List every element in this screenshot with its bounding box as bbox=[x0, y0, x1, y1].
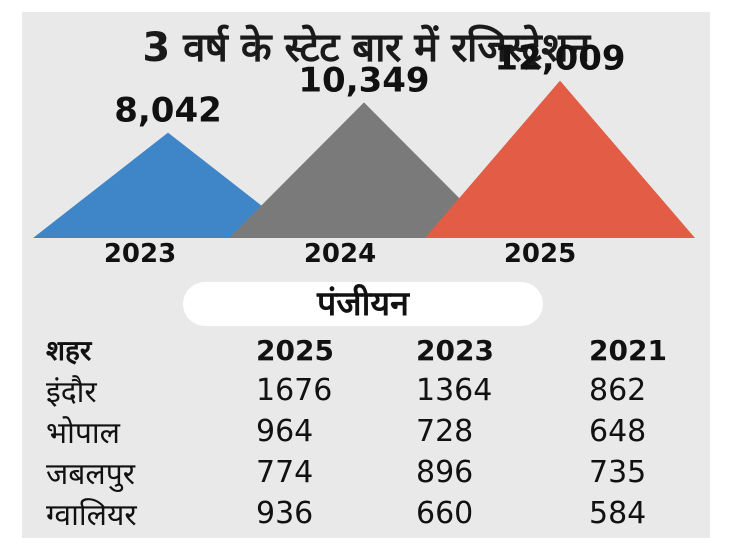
value-cell: 862 bbox=[589, 373, 647, 408]
value-cell: 660 bbox=[416, 496, 474, 531]
year-label-2024: 2024 bbox=[304, 239, 376, 269]
city-cell: भोपाल bbox=[46, 416, 121, 451]
value-label-2024: 10,349 bbox=[298, 60, 429, 100]
year-label-2023: 2023 bbox=[104, 239, 176, 269]
header-2023: 2023 bbox=[416, 333, 494, 367]
city-cell: जबलपुर bbox=[46, 457, 136, 492]
value-cell: 728 bbox=[416, 414, 474, 449]
value-cell: 735 bbox=[589, 455, 647, 490]
header-city: शहर bbox=[46, 334, 92, 367]
registration-table: शहर 2025 2023 2021 इंदौर 1676 1364 862 भ… bbox=[40, 330, 680, 534]
value-cell: 1676 bbox=[256, 373, 333, 408]
value-label-2025: 12,009 bbox=[494, 39, 625, 79]
infographic-card bbox=[22, 12, 710, 538]
city-cell: ग्वालियर bbox=[46, 498, 137, 533]
value-cell: 1364 bbox=[416, 373, 493, 408]
peak-2023 bbox=[33, 132, 303, 238]
city-cell: इंदौर bbox=[46, 375, 97, 410]
value-cell: 964 bbox=[256, 414, 314, 449]
chart-title: 3 वर्ष के स्टेट बार में रजिस्ट्रेशन bbox=[142, 25, 590, 71]
table-row: जबलपुर 774 896 735 bbox=[40, 452, 680, 493]
table-header-row: शहर 2025 2023 2021 bbox=[40, 330, 680, 370]
value-cell: 648 bbox=[589, 414, 647, 449]
table-caption: पंजीयन bbox=[183, 282, 543, 326]
value-cell: 936 bbox=[256, 496, 314, 531]
header-2021: 2021 bbox=[589, 333, 667, 367]
value-cell: 774 bbox=[256, 455, 314, 490]
table-row: इंदौर 1676 1364 862 bbox=[40, 370, 680, 411]
table-row: ग्वालियर 936 660 584 bbox=[40, 493, 680, 534]
value-cell: 584 bbox=[589, 496, 647, 531]
year-label-2025: 2025 bbox=[504, 239, 576, 269]
peak-2024 bbox=[229, 102, 499, 238]
value-cell: 896 bbox=[416, 455, 474, 490]
header-2025: 2025 bbox=[256, 333, 334, 367]
table-row: भोपाल 964 728 648 bbox=[40, 411, 680, 452]
peak-2025 bbox=[425, 80, 695, 238]
value-label-2023: 8,042 bbox=[114, 91, 222, 131]
